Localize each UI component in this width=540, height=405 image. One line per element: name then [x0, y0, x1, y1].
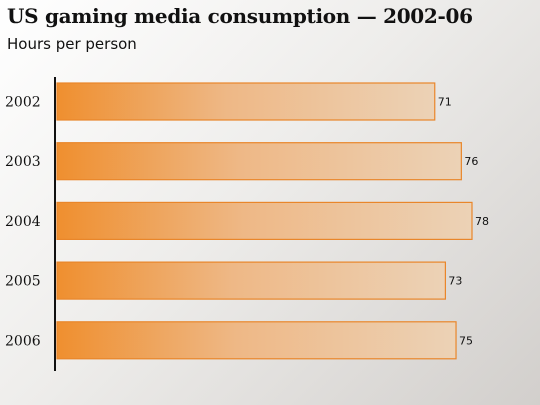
value-label-2006: 75 [459, 334, 473, 347]
category-label-2002: 2002 [5, 95, 41, 111]
chart-subtitle: Hours per person [7, 35, 137, 53]
bar-2006 [56, 321, 457, 360]
category-label-2004: 2004 [5, 214, 41, 230]
bar-2004 [56, 201, 473, 240]
category-label-2006: 2006 [5, 333, 41, 349]
value-label-2003: 76 [464, 155, 478, 168]
value-label-2005: 73 [448, 275, 462, 288]
category-label-2005: 2005 [5, 274, 41, 290]
value-label-2002: 71 [438, 96, 452, 109]
value-label-2004: 78 [475, 215, 489, 228]
bar-2005 [56, 261, 446, 300]
bar-2003 [56, 142, 462, 181]
chart-title: US gaming media consumption — 2002-06 [7, 4, 473, 28]
bar-2002 [56, 82, 436, 121]
category-label-2003: 2003 [5, 154, 41, 170]
